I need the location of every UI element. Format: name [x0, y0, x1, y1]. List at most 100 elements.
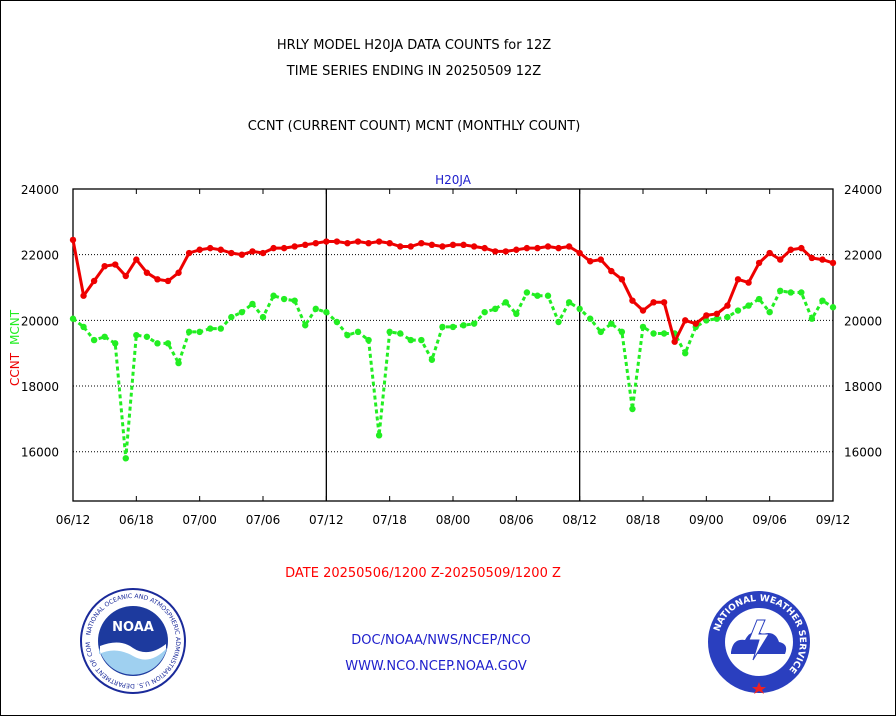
data-point-ccnt	[481, 244, 488, 252]
data-point-ccnt	[618, 276, 626, 283]
data-point-ccnt	[101, 262, 108, 270]
data-point-ccnt	[639, 307, 647, 314]
noaa-center-text: NOAA	[112, 620, 154, 635]
data-point-mcnt	[397, 330, 404, 337]
data-point-ccnt	[597, 256, 604, 263]
data-point-mcnt	[513, 310, 520, 317]
data-point-ccnt	[576, 249, 583, 257]
data-point-mcnt	[69, 315, 77, 322]
data-point-mcnt	[101, 333, 108, 340]
data-point-mcnt	[755, 295, 763, 303]
data-point-mcnt	[323, 308, 330, 316]
data-point-mcnt	[544, 292, 552, 299]
data-point-ccnt	[682, 317, 689, 324]
data-point-mcnt	[829, 304, 837, 311]
data-point-mcnt	[449, 323, 457, 331]
data-point-mcnt	[745, 302, 752, 309]
data-point-ccnt	[69, 236, 77, 244]
data-point-mcnt	[428, 356, 436, 363]
data-point-mcnt	[787, 289, 794, 296]
data-point-ccnt	[660, 299, 668, 306]
data-point-mcnt	[249, 300, 256, 308]
data-point-ccnt	[228, 249, 235, 257]
data-point-mcnt	[90, 336, 98, 344]
data-point-mcnt	[703, 317, 710, 324]
data-point-mcnt	[228, 313, 235, 321]
y-axis-label-ccnt: CCNT	[8, 352, 22, 386]
data-point-ccnt	[133, 256, 140, 263]
data-point-ccnt	[449, 241, 457, 249]
data-point-ccnt	[154, 276, 161, 283]
data-point-ccnt	[302, 241, 309, 249]
data-point-ccnt	[375, 238, 383, 245]
data-point-mcnt	[196, 328, 203, 336]
data-point-mcnt	[597, 328, 604, 336]
data-point-ccnt	[418, 239, 425, 247]
data-point-mcnt	[481, 308, 488, 316]
data-point-mcnt	[302, 322, 309, 329]
data-point-mcnt	[122, 455, 129, 462]
data-point-ccnt	[502, 248, 509, 255]
data-point-ccnt	[460, 241, 467, 249]
panel-title: H20JA	[435, 173, 472, 187]
data-point-ccnt	[112, 261, 119, 268]
data-point-mcnt	[333, 318, 341, 326]
data-point-ccnt	[270, 244, 277, 252]
data-point-mcnt	[555, 318, 562, 326]
data-point-mcnt	[143, 333, 151, 340]
data-point-mcnt	[777, 287, 784, 295]
data-point-ccnt	[671, 338, 678, 345]
x-tick-label: 07/12	[309, 513, 344, 527]
data-point-ccnt	[565, 243, 573, 250]
data-point-mcnt	[523, 289, 531, 296]
data-point-ccnt	[249, 248, 256, 255]
data-point-ccnt	[196, 246, 203, 253]
data-point-mcnt	[133, 331, 140, 339]
data-point-ccnt	[344, 239, 351, 247]
data-point-mcnt	[312, 305, 319, 313]
data-point-mcnt	[375, 432, 383, 439]
data-point-ccnt	[164, 277, 172, 285]
data-point-mcnt	[185, 328, 193, 336]
x-tick-label: 09/00	[689, 513, 724, 527]
chart-subtitle: CCNT (CURRENT COUNT) MCNT (MONTHLY COUNT…	[247, 119, 581, 134]
data-point-mcnt	[502, 299, 509, 306]
y-tick-label-left: 18000	[21, 380, 59, 394]
data-point-ccnt	[787, 246, 794, 253]
data-point-ccnt	[80, 292, 87, 299]
data-point-ccnt	[122, 272, 129, 280]
data-point-ccnt	[280, 244, 288, 252]
y-axis-label: CCNT MCNT	[8, 309, 22, 386]
x-tick-label: 08/12	[562, 513, 597, 527]
data-point-mcnt	[470, 320, 478, 327]
data-point-ccnt	[492, 248, 499, 255]
x-tick-label: 06/12	[56, 513, 91, 527]
data-point-ccnt	[692, 320, 699, 327]
data-point-ccnt	[470, 243, 478, 250]
data-point-mcnt	[175, 359, 182, 367]
data-point-ccnt	[143, 269, 151, 276]
data-point-mcnt	[576, 305, 583, 313]
data-point-ccnt	[734, 276, 742, 283]
data-point-ccnt	[291, 243, 298, 250]
data-point-mcnt	[291, 297, 298, 304]
data-point-mcnt	[608, 320, 615, 327]
y-tick-label-right: 20000	[844, 314, 882, 328]
data-point-mcnt	[80, 323, 87, 331]
data-point-mcnt	[713, 315, 721, 322]
x-tick-label: 07/00	[182, 513, 217, 527]
data-point-ccnt	[587, 258, 594, 265]
data-point-mcnt	[798, 289, 805, 296]
data-point-ccnt	[703, 312, 710, 319]
y-axis-label-mcnt: MCNT	[8, 309, 22, 345]
data-point-ccnt	[766, 249, 773, 257]
data-point-mcnt	[724, 313, 731, 321]
data-point-mcnt	[650, 330, 657, 337]
data-point-ccnt	[523, 244, 531, 252]
data-point-ccnt	[745, 279, 752, 286]
data-point-mcnt	[407, 336, 414, 344]
data-point-ccnt	[90, 277, 98, 285]
y-tick-label-right: 22000	[844, 249, 882, 263]
data-point-ccnt	[354, 238, 362, 245]
data-point-ccnt	[829, 259, 837, 267]
